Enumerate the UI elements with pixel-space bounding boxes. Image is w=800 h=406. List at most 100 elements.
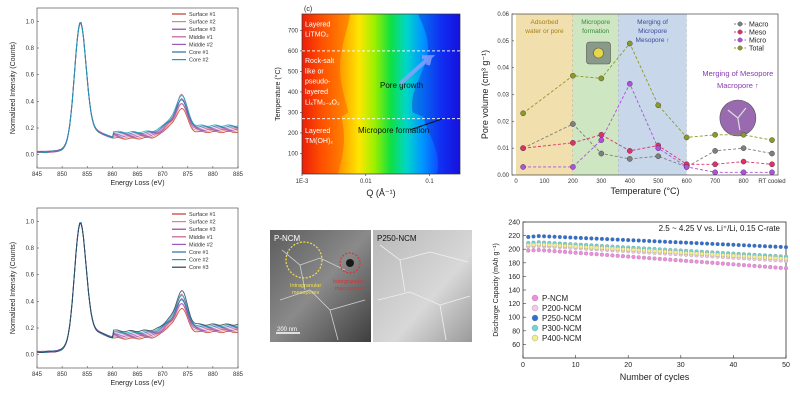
- cycling-data-point: [547, 242, 552, 248]
- cycling-data-point: [694, 251, 699, 256]
- eels-bottom-x-tick-label: 870: [158, 372, 169, 378]
- eels-top-y-tick-label: 0.0: [26, 153, 35, 159]
- cycling-data-point: [762, 264, 767, 269]
- heatmap-region-label: Rock-salt: [305, 58, 334, 65]
- cycling-data-point: [752, 263, 757, 268]
- pore-y-tick-label: 0.04: [497, 66, 509, 72]
- cycling-data-point: [636, 248, 641, 253]
- cycling-data-point: [689, 259, 694, 264]
- cycling-data-point: [610, 237, 615, 242]
- eels-bottom-x-tick-label: 855: [82, 372, 93, 378]
- cycling-data-point: [778, 265, 783, 270]
- cycling-data-point: [752, 243, 757, 248]
- pore-legend-swatch-dot: [737, 37, 743, 43]
- cycling-data-point: [715, 242, 720, 247]
- cycling-data-point: [652, 239, 657, 244]
- cycling-data-point: [652, 249, 657, 254]
- cycling-data-point: [694, 259, 699, 264]
- cycling-data-point: [584, 236, 589, 241]
- pore-data-point: [740, 169, 747, 176]
- pore-legend-label: Macro: [749, 22, 769, 29]
- heatmap-x-tick-label: 0.1: [425, 179, 434, 185]
- pore-data-point: [626, 80, 633, 87]
- cycling-data-point: [747, 263, 752, 268]
- heatmap-y-tick-label: 200: [288, 131, 299, 137]
- cycling-data-point: [563, 249, 568, 254]
- eels-bottom-x-tick-label: 845: [32, 372, 43, 378]
- cycling-data-point: [731, 242, 736, 247]
- cycling-data-point: [641, 255, 647, 260]
- pore-growth-arrow: [398, 55, 436, 86]
- cycling-data-point: [752, 254, 757, 259]
- cycling-data-point: [647, 239, 652, 244]
- cycling-data-point: [526, 234, 531, 239]
- cycling-data-point: [720, 242, 725, 247]
- cycling-data-point: [542, 248, 547, 253]
- cycling-data-point: [731, 262, 736, 267]
- macropore-illustration-cracks: [727, 107, 747, 131]
- cycling-data-point: [684, 240, 689, 245]
- cycling-legend-swatch: [531, 314, 539, 322]
- cycling-data-point: [726, 242, 731, 247]
- eels-bottom-legend-label: Middle #2: [189, 242, 213, 248]
- pore-region-label: Adsorbed: [531, 19, 559, 26]
- pore-region-label: water or pore: [524, 28, 564, 35]
- eels-bottom-y-tick-label: 0.6: [26, 273, 35, 279]
- cycling-x-tick-label: 40: [730, 362, 738, 369]
- pore-data-point: [520, 110, 526, 117]
- cycling-y-axis-label: Discharge Capacity (mAh g⁻¹): [493, 243, 500, 337]
- eels-top-x-tick-label: 875: [183, 172, 194, 178]
- cycling-data-point: [726, 261, 731, 266]
- cycling-data-point: [768, 244, 773, 249]
- heatmap-field: [302, 14, 460, 174]
- eels-bottom-y-axis-label: Normalized Intensity (Counts): [10, 242, 17, 334]
- cycling-data-point: [689, 240, 694, 245]
- pore-legend-label: Total: [749, 46, 764, 53]
- pore-data-point: [655, 102, 662, 109]
- cycling-data-point: [778, 256, 783, 261]
- cycling-data-point: [783, 256, 789, 261]
- cycling-data-point: [705, 252, 710, 257]
- cycling-data-point: [547, 234, 552, 239]
- eels-bottom-legend-label: Core #3: [189, 265, 209, 271]
- tem-image-p-ncm: [270, 230, 371, 342]
- eels-top-x-tick-label: 870: [158, 172, 169, 178]
- cycling-data-point: [684, 258, 689, 263]
- cycling-data-point: [657, 256, 662, 261]
- pore-data-point: [769, 161, 775, 168]
- eels-bottom-x-tick-label: 885: [233, 372, 244, 378]
- cycling-data-point: [620, 237, 625, 242]
- cycling-data-point: [699, 259, 704, 265]
- eels-bottom-x-tick-label: 860: [107, 372, 118, 378]
- cycling-data-point: [678, 250, 683, 255]
- cycling-data-point: [626, 247, 631, 252]
- cycling-data-point: [736, 243, 741, 248]
- cycling-data-point: [584, 245, 589, 250]
- pore-x-tick-label: 0: [514, 179, 518, 185]
- cycling-data-point: [668, 249, 673, 255]
- tem-grain-boundary: [399, 259, 406, 293]
- cycling-data-point: [741, 254, 746, 259]
- eels-top-x-tick-label: 860: [107, 172, 118, 178]
- cycling-data-point: [531, 234, 536, 239]
- pore-data-point: [769, 150, 775, 157]
- cycling-data-point: [657, 249, 662, 254]
- eels-bottom-legend-label: Surface #3: [189, 227, 216, 233]
- cycling-data-point: [568, 244, 573, 249]
- cycling-data-point: [615, 246, 620, 251]
- cycling-data-point: [736, 253, 741, 258]
- micropore-arrow: [409, 118, 443, 131]
- cycling-data-point: [720, 253, 725, 258]
- cycling-y-tick-label: 160: [508, 274, 520, 281]
- tem-grain-boundary: [281, 249, 346, 271]
- pore-volume-chart: Adsorbed water or pore Micropore formation M…: [480, 12, 786, 196]
- cycling-data-point: [699, 251, 704, 256]
- tem-label-left: P-NCM: [274, 234, 301, 243]
- cycling-x-tick-label: 50: [782, 362, 790, 369]
- cycling-data-point: [526, 248, 531, 253]
- cycling-legend-label: P300-NCM: [542, 324, 582, 333]
- cycling-data-point: [568, 250, 573, 255]
- cycling-data-point: [705, 241, 710, 246]
- eels-bottom-x-tick-label: 875: [183, 372, 194, 378]
- cycling-data-point: [673, 250, 678, 255]
